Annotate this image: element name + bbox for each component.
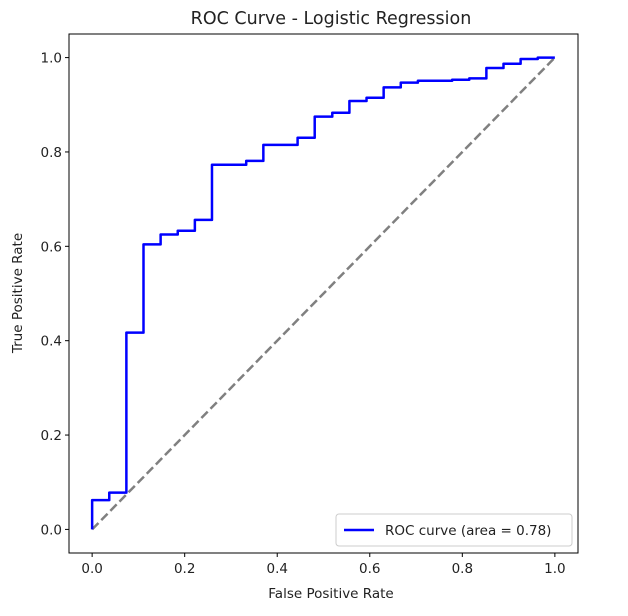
chance-diagonal-line: [91, 56, 556, 531]
x-axis-label: False Positive Rate: [268, 586, 393, 602]
x-tick-label: 0.4: [266, 561, 287, 577]
y-axis: 0.0 0.2 0.4 0.6 0.8 1.0: [41, 51, 69, 538]
y-tick-label: 0.4: [41, 334, 62, 350]
y-tick-label: 0.8: [41, 145, 62, 161]
x-tick-label: 0.8: [452, 561, 473, 577]
plot-area: [90, 56, 556, 531]
y-tick-label: 1.0: [41, 51, 62, 67]
x-tick-label: 1.0: [544, 561, 565, 577]
x-tick-label: 0.2: [174, 561, 195, 577]
y-tick-label: 0.0: [41, 522, 62, 538]
y-tick-label: 0.2: [41, 428, 62, 444]
roc-curve-line: [90, 56, 555, 530]
x-axis: 0.0 0.2 0.4 0.6 0.8 1.0: [81, 553, 566, 577]
x-tick-label: 0.0: [81, 561, 102, 577]
chart-title: ROC Curve - Logistic Regression: [191, 9, 472, 29]
x-tick-label: 0.6: [359, 561, 380, 577]
y-tick-label: 0.6: [41, 239, 62, 255]
legend: ROC curve (area = 0.78): [335, 513, 573, 547]
y-axis-label: True Positive Rate: [10, 233, 26, 354]
axes-frame: [68, 33, 579, 554]
legend-box: [335, 513, 573, 547]
legend-label-roc: ROC curve (area = 0.78): [385, 523, 551, 539]
